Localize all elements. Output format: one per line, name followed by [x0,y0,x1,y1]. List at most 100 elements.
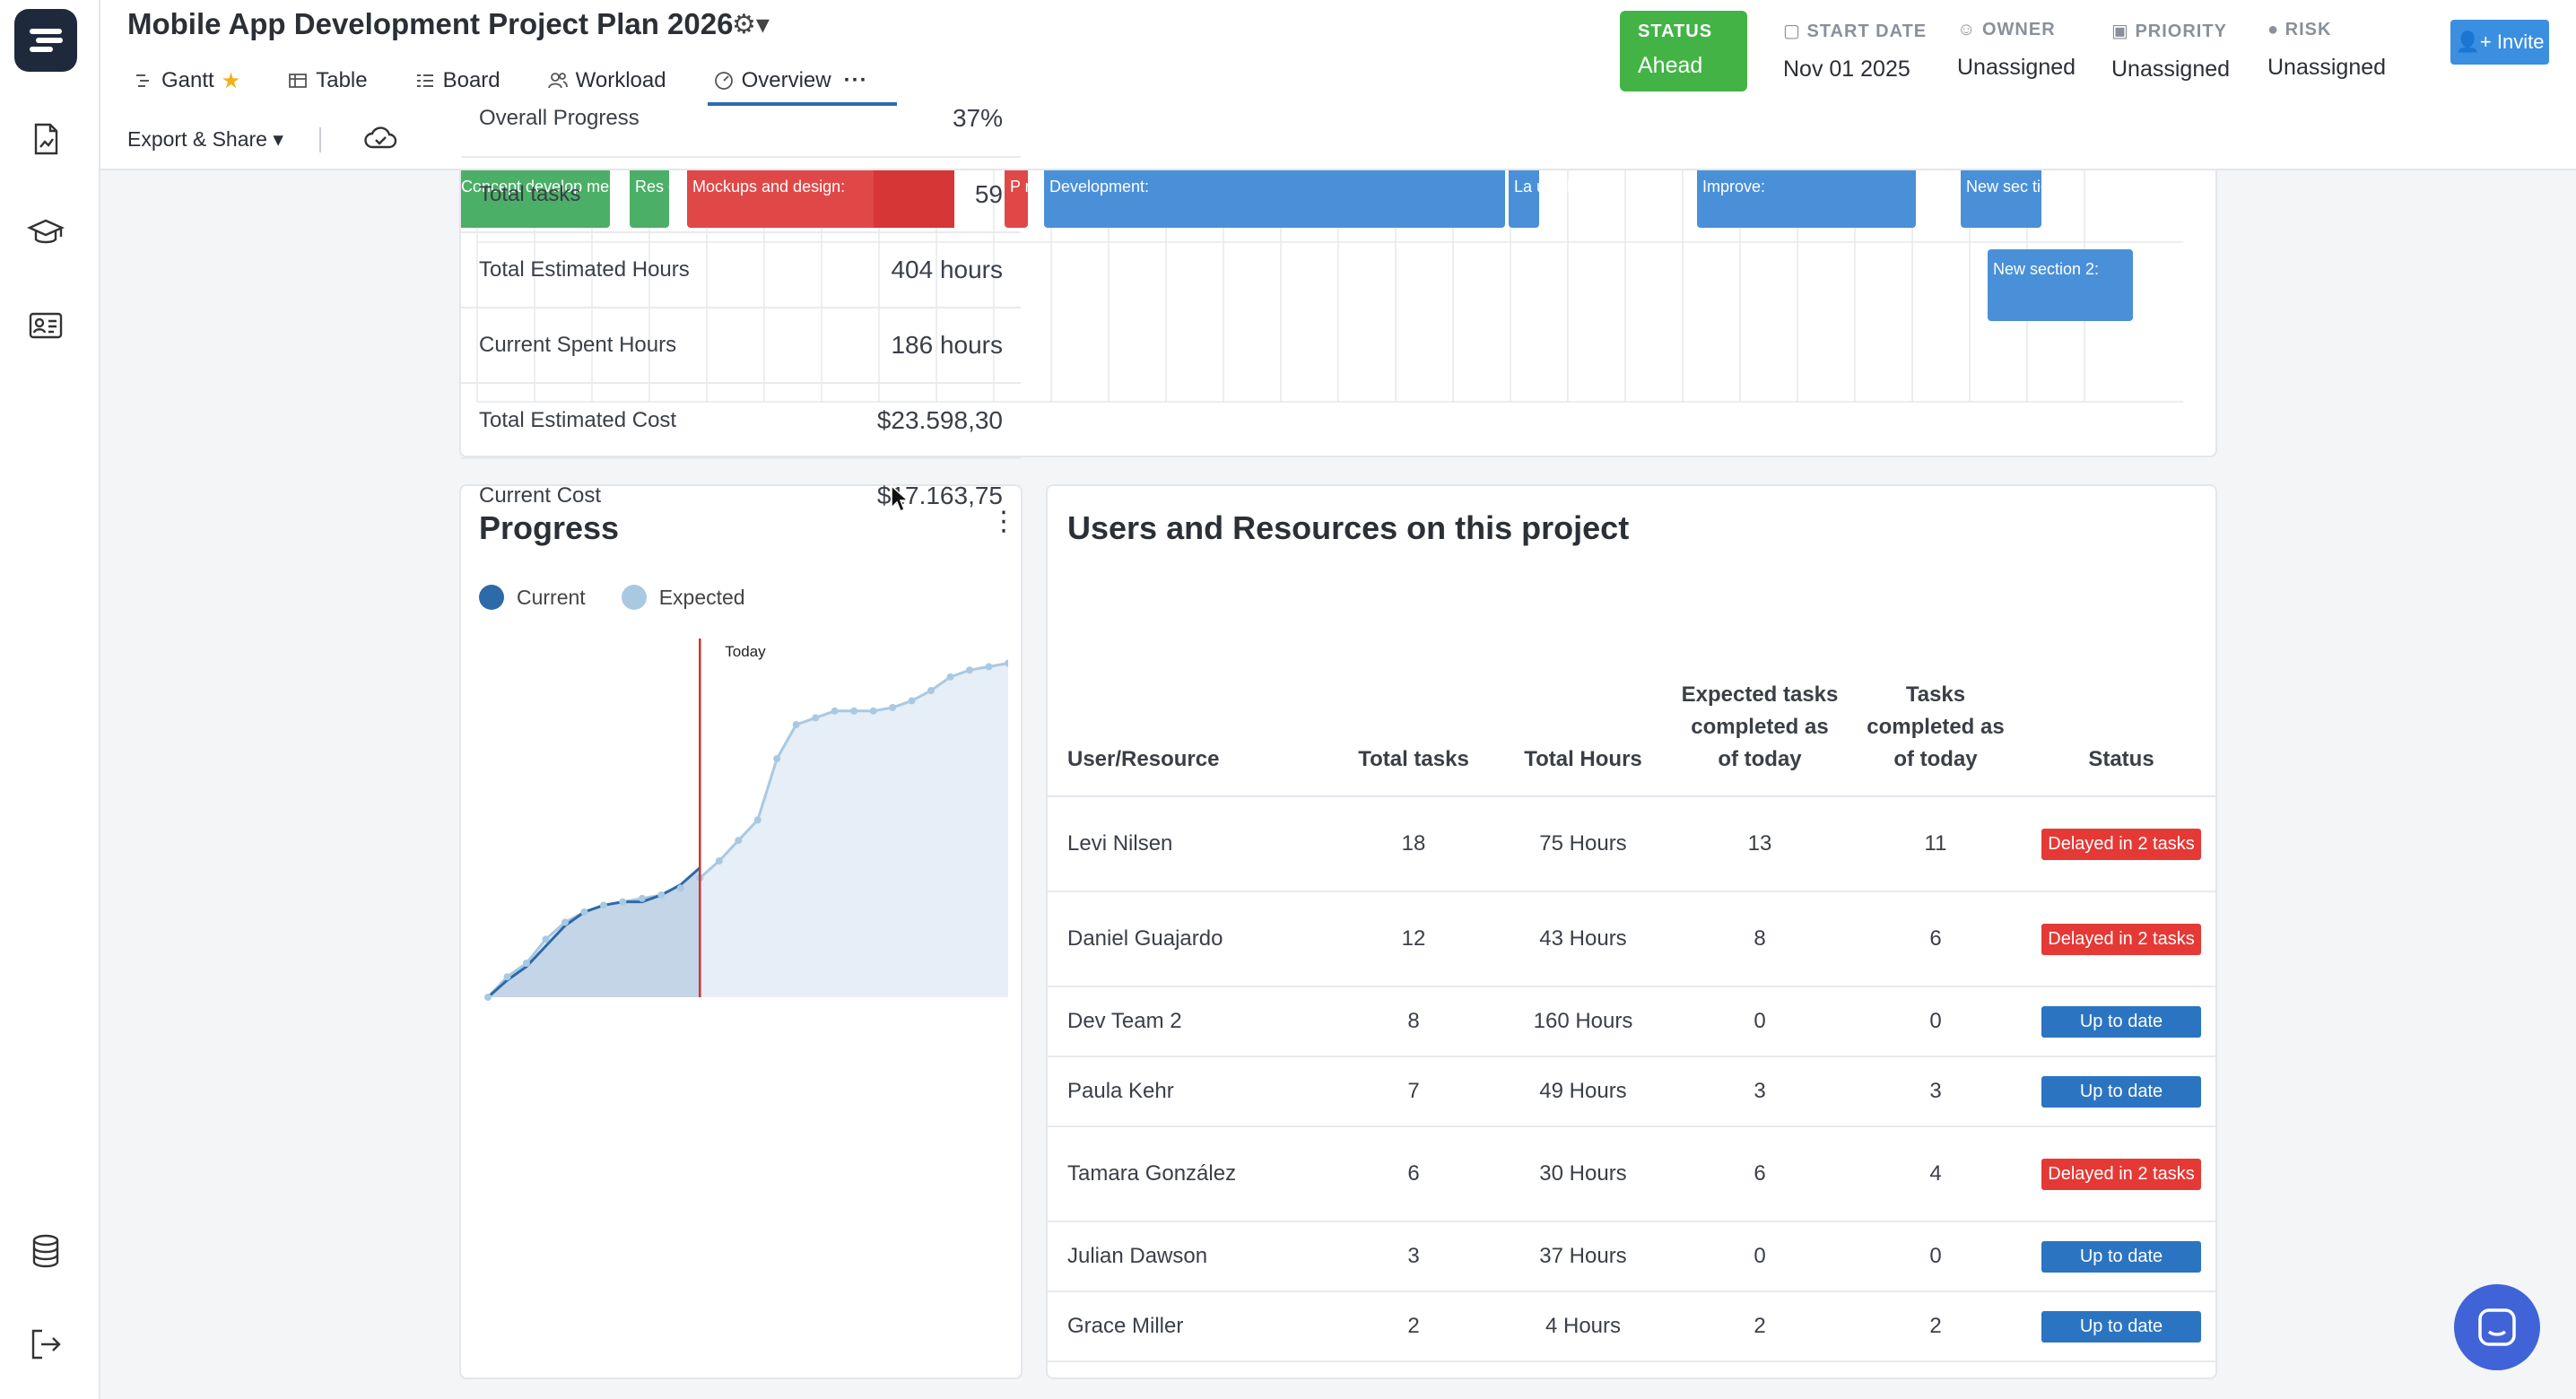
risk-label: RISK [2284,20,2332,39]
legend-current[interactable]: Current [479,585,586,610]
status-badge: Up to date [2041,1310,2201,1343]
priority-label: PRIORITY [2135,22,2227,41]
stat-label: Total tasks [479,182,581,206]
calendar-icon: ▢ [1783,22,1807,41]
reports-icon[interactable] [27,120,65,158]
gantt-bar[interactable]: Improve: [1697,170,1916,228]
user-name-cell: Tamara González [1048,1126,1333,1222]
chat-icon [2478,1308,2516,1346]
expected-point [792,721,800,728]
expected-point [889,704,897,711]
export-share-button[interactable]: Export & Share ▾ [127,127,283,151]
col-total-hours[interactable]: Total Hours [1494,583,1672,797]
gantt-bar-progress [874,170,954,228]
gantt-bar[interactable]: Mockups and design: [687,170,954,228]
gantt-bar[interactable]: La un ch [1509,170,1576,228]
total-tasks-cell: 1 [1333,1361,1494,1377]
gantt-bar[interactable]: Development: [1044,170,1505,228]
table-row[interactable]: Grace Miller 2 4 Hours 2 2 Up to date [1048,1291,2215,1362]
gantt-bar-rect[interactable] [461,170,610,228]
expected-point [946,673,954,681]
invite-button[interactable]: 👤+ Invite [2450,20,2549,65]
table-row[interactable]: Julian Dawson 3 37 Hours 0 0 Up to date [1048,1221,2215,1292]
col-status[interactable]: Status [2023,583,2215,797]
stat-value: 59 [974,180,1003,208]
expected-point [869,707,877,715]
status-label: STATUS [1638,22,1713,41]
gantt-bar-rect[interactable] [1044,170,1505,228]
gantt-bar[interactable]: New sec tion: [1961,170,2063,228]
owner-value: Unassigned [1957,55,2076,80]
owner-field[interactable]: ☺ OWNER Unassigned [1957,20,2076,81]
table-row[interactable]: Tamara González 6 30 Hours 6 4 Delayed in 2 t… [1048,1126,2215,1222]
tab-workload[interactable]: Workload [547,65,666,97]
gantt-bar[interactable]: New section 2: [1988,249,2133,321]
stat-label: Current Spent Hours [479,333,677,357]
completed-cell: 0 [1848,1221,2023,1292]
chat-support-button[interactable] [2454,1284,2540,1370]
logout-icon[interactable] [27,1325,65,1363]
tab-workload-label: Workload [575,68,666,92]
users-table: User/Resource Total tasks Total Hours Ex… [1048,583,2215,1377]
invite-label: Invite [2496,30,2545,53]
expected-point [850,707,858,715]
expected-point [657,891,666,899]
gantt-chart: Concept develop ment: Res ear ch:Mockups … [461,170,2183,403]
more-options-icon[interactable]: ··· [843,68,868,92]
tab-gantt[interactable]: Gantt ★ [133,65,240,97]
users-title: Users and Resources on this project [1067,509,1630,546]
gantt-bar[interactable]: P r o [1005,170,1044,228]
cloud-saved-icon[interactable] [362,124,398,152]
gantt-bar-rect[interactable] [1697,170,1916,228]
legend-expected[interactable]: Expected [621,585,745,610]
contacts-icon[interactable] [27,307,65,344]
gantt-bar-rect[interactable] [1988,249,2133,321]
tab-board[interactable]: Board [414,65,500,97]
total-hours-cell: 37 Hours [1494,1221,1672,1292]
total-hours-cell: 30 Hours [1494,1126,1672,1222]
gantt-bar-rect[interactable] [1961,170,2041,228]
risk-field[interactable]: ● RISK Unassigned [2267,20,2386,81]
col-user[interactable]: User/Resource [1048,583,1333,797]
gantt-bar-rect[interactable] [1005,170,1028,228]
gantt-bar-label: Improve: [1702,178,1765,196]
stat-label: Overall Progress [479,106,640,130]
table-row[interactable]: Paula Kehr 7 49 Hours 3 3 Up to date [1048,1056,2215,1127]
stat-label: Total Estimated Cost [479,408,677,432]
settings-gear-icon[interactable]: ⚙▾ [732,10,770,39]
status-badge[interactable]: STATUS Ahead [1620,11,1747,91]
expected-point [503,973,511,981]
gantt-bar[interactable]: Concept develop ment: [461,170,627,228]
tab-table[interactable]: Table [287,65,368,97]
status-value: Ahead [1638,53,1703,78]
favorite-star-icon[interactable]: ★ [221,68,241,93]
table-row[interactable]: Levi Nilsen 18 75 Hours 13 11 Delayed in 2 ta… [1048,796,2215,892]
expected-point [908,697,916,705]
gantt-bar-label: Concept develop ment: [461,178,627,196]
user-name-cell: Paula Kehr [1048,1056,1333,1127]
col-completed[interactable]: Tasks completed as of today [1848,583,2023,797]
status-cell: Up to date [2023,986,2215,1057]
current-line [487,866,701,999]
app-logo[interactable] [14,9,77,72]
gantt-bar-rect[interactable] [630,170,669,228]
status-cell: Delayed in 2 tasks [2023,1126,2215,1222]
completed-cell: 0 [1848,1361,2023,1377]
database-icon[interactable] [27,1232,65,1270]
tab-overview[interactable]: Overview ··· [707,65,897,106]
expected-point [676,884,684,892]
completed-cell: 0 [1848,986,2023,1057]
table-row[interactable]: Daniel Guajardo 12 43 Hours 8 6 Delayed in 2 … [1048,891,2215,987]
col-total-tasks[interactable]: Total tasks [1333,583,1494,797]
table-row[interactable]: Dev Team 2 8 160 Hours 0 0 Up to date [1048,986,2215,1057]
col-expected[interactable]: Expected tasks completed as of today [1672,583,1848,797]
status-badge: Delayed in 2 tasks [2041,923,2201,955]
kebab-menu-icon[interactable]: ⋮ [990,507,1017,536]
gantt-bar-rect[interactable] [1509,170,1539,228]
completed-cell: 6 [1848,891,2023,987]
priority-field[interactable]: ▣ PRIORITY Unassigned [2111,20,2230,83]
gantt-bar-label: Development: [1049,178,1149,196]
start-date-field[interactable]: ▢ START DATE Nov 01 2025 [1783,20,1927,83]
academy-icon[interactable] [27,213,65,251]
